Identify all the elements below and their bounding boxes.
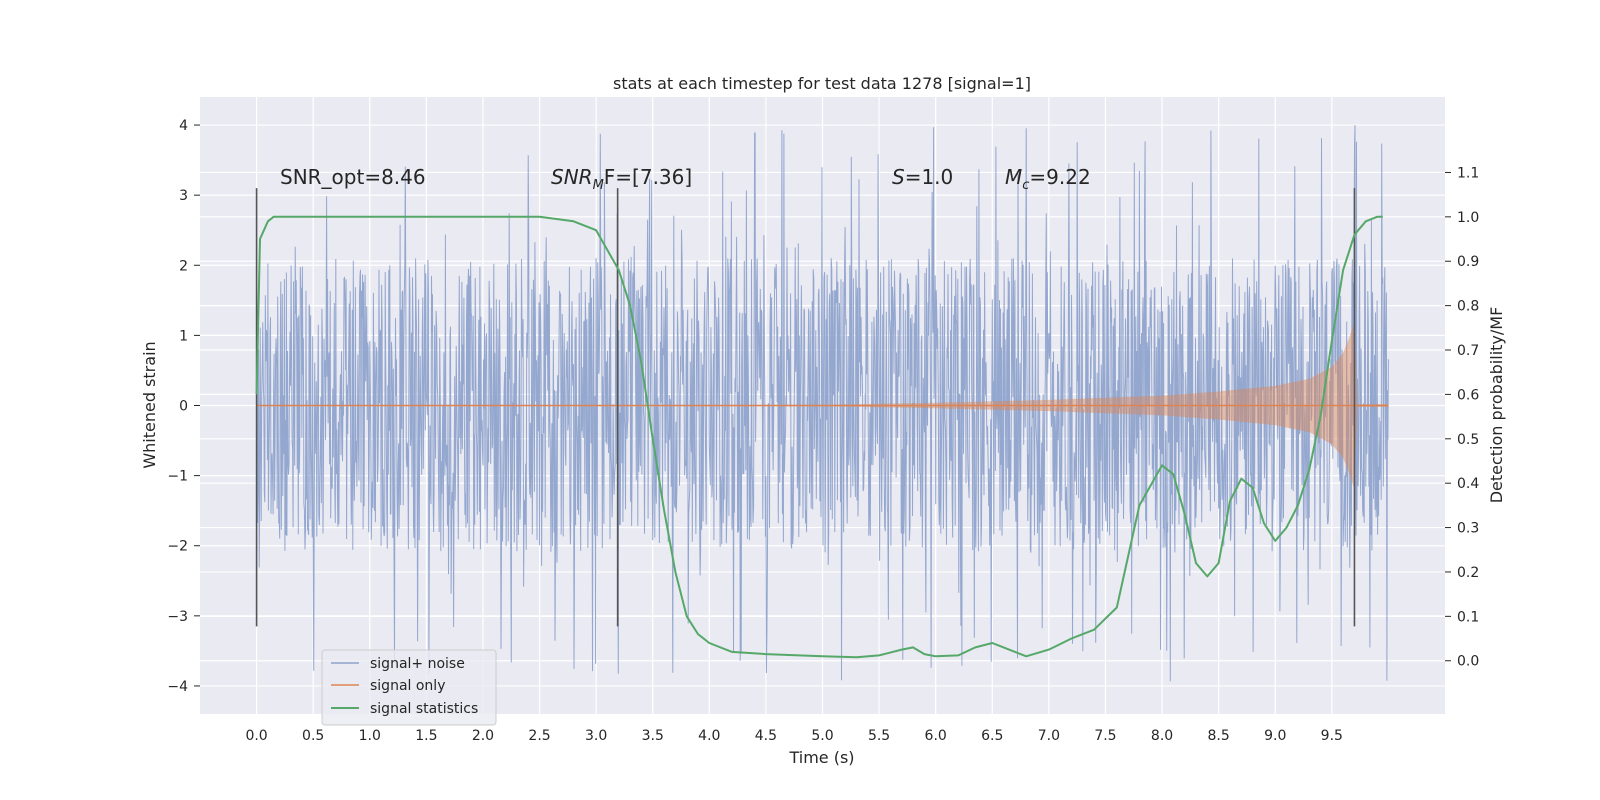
y-tick-label: 3 xyxy=(179,188,188,204)
snr-mf-subscript: M xyxy=(593,178,604,193)
legend-label-noise: signal+ noise xyxy=(370,656,465,672)
y2-tick-label: 1.0 xyxy=(1457,210,1479,226)
y-tick-label: −2 xyxy=(167,539,188,555)
mc-symbol: M xyxy=(1005,165,1022,189)
snr-mf-annotation: SNRMF=[7.36] xyxy=(551,165,692,193)
x-axis-ticks: 0.0 0.5 1.0 1.5 2.0 2.5 3.0 3.5 4.0 4.5 5.0 5.5 6.0 6… xyxy=(245,728,1342,744)
mc-subscript: c xyxy=(1022,178,1029,193)
y2-tick-label: 0.2 xyxy=(1457,565,1479,581)
legend-label-signal: signal only xyxy=(370,678,445,694)
x-tick-label: 4.0 xyxy=(698,728,720,744)
legend: signal+ noise signal only signal statist… xyxy=(321,649,497,726)
x-tick-label: 7.0 xyxy=(1038,728,1060,744)
y2-axis-ticks: 1.1 1.0 0.9 0.8 0.7 0.6 0.5 0.4 0.3 0.2 0.1 0.0 xyxy=(1445,165,1479,670)
y2-tick-label: 0.6 xyxy=(1457,387,1479,403)
chart-title: stats at each timestep for test data 127… xyxy=(613,74,1031,93)
mc-value: =9.22 xyxy=(1029,165,1090,189)
y2-tick-label: 0.0 xyxy=(1457,654,1479,670)
y-tick-label: −4 xyxy=(167,679,188,695)
signal-noise-series xyxy=(256,125,1389,682)
x-tick-label: 1.0 xyxy=(359,728,381,744)
x-tick-label: 3.0 xyxy=(585,728,607,744)
s-annotation: S=1.0 xyxy=(892,165,953,189)
y-tick-label: 0 xyxy=(179,399,188,415)
annotations: SNR_opt=8.46 SNRMF=[7.36] S=1.0 Mc=9.22 xyxy=(280,165,1091,193)
y-tick-label: −3 xyxy=(167,609,188,625)
x-tick-label: 9.0 xyxy=(1264,728,1286,744)
mc-annotation: Mc=9.22 xyxy=(1005,165,1091,193)
s-symbol: S xyxy=(892,165,905,189)
x-tick-label: 1.5 xyxy=(415,728,437,744)
signal-only-series xyxy=(256,321,1389,490)
y2-axis-label: Detection probability/MF xyxy=(1487,307,1506,504)
y-axis-ticks: 4 3 2 1 0 −1 −2 −3 −4 xyxy=(167,118,200,695)
snr-mf-base: SNR xyxy=(551,165,593,189)
y-tick-label: 4 xyxy=(179,118,188,134)
y2-tick-label: 0.9 xyxy=(1457,254,1479,270)
s-value: =1.0 xyxy=(905,165,954,189)
x-tick-label: 4.5 xyxy=(755,728,777,744)
legend-label-stats: signal statistics xyxy=(370,701,478,717)
y2-tick-label: 0.1 xyxy=(1457,609,1479,625)
snr-opt-annotation: SNR_opt=8.46 xyxy=(280,165,426,189)
y-tick-label: 2 xyxy=(179,258,188,274)
signal-statistics-line xyxy=(255,215,1383,659)
x-tick-label: 2.5 xyxy=(528,728,550,744)
x-tick-label: 5.5 xyxy=(868,728,890,744)
x-tick-label: 5.0 xyxy=(811,728,833,744)
y2-tick-label: 0.4 xyxy=(1457,476,1479,492)
y2-tick-label: 1.1 xyxy=(1457,165,1479,181)
signal-noise-line xyxy=(256,125,1389,682)
y-tick-label: 1 xyxy=(179,328,188,344)
x-tick-label: 8.5 xyxy=(1208,728,1230,744)
x-tick-label: 2.0 xyxy=(472,728,494,744)
legend-box xyxy=(321,649,497,726)
signal-statistics-series xyxy=(255,215,1383,659)
vertical-markers xyxy=(255,188,1356,627)
x-tick-label: 6.5 xyxy=(981,728,1003,744)
x-tick-label: 3.5 xyxy=(642,728,664,744)
y2-tick-label: 0.8 xyxy=(1457,299,1479,315)
y-axis-label: Whitened strain xyxy=(140,341,159,468)
y2-tick-label: 0.5 xyxy=(1457,432,1479,448)
x-tick-label: 0.0 xyxy=(245,728,267,744)
y2-tick-label: 0.3 xyxy=(1457,521,1479,537)
snr-mf-value: F=[7.36] xyxy=(604,165,692,189)
x-tick-label: 8.0 xyxy=(1151,728,1173,744)
x-tick-label: 6.0 xyxy=(925,728,947,744)
y-tick-label: −1 xyxy=(167,469,188,485)
x-tick-label: 7.5 xyxy=(1094,728,1116,744)
x-tick-label: 0.5 xyxy=(302,728,324,744)
x-tick-label: 9.5 xyxy=(1321,728,1343,744)
x-axis-label: Time (s) xyxy=(788,748,854,767)
y2-tick-label: 0.7 xyxy=(1457,343,1479,359)
